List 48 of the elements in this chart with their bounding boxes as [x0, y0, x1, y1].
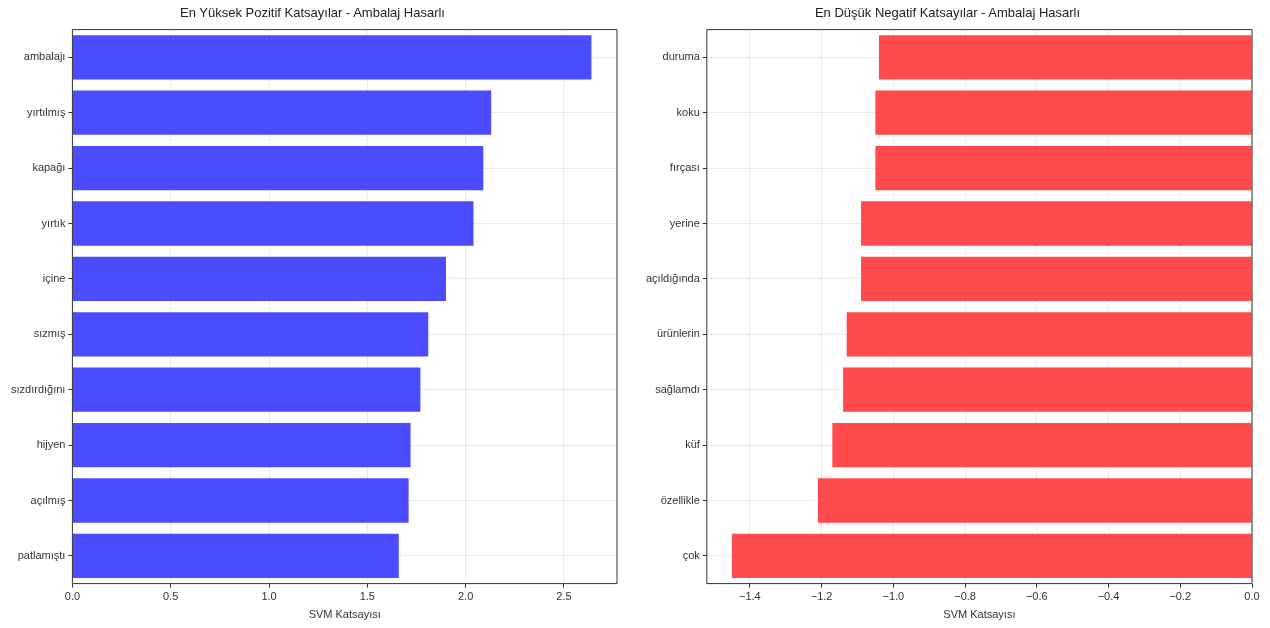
- x-tick-label: −0.4: [1097, 590, 1120, 603]
- y-tick-label: içine: [42, 271, 66, 284]
- bar: [72, 35, 592, 80]
- y-tick-label: ürünlerin: [657, 327, 700, 340]
- x-tick-label: −0.6: [1025, 590, 1048, 603]
- x-tick-label: 2.0: [457, 590, 474, 603]
- y-tick-label: sızmış: [33, 327, 66, 340]
- y-tick-label: hijyen: [36, 438, 66, 451]
- y-tick-label: yerine: [669, 216, 700, 229]
- x-axis-title: SVM Katsayısı: [943, 608, 1016, 621]
- bar: [72, 367, 421, 412]
- y-tick-label: ambalajı: [23, 50, 66, 63]
- x-tick-label: 0.0: [64, 590, 81, 603]
- y-tick-label: küf: [685, 438, 701, 451]
- x-tick-label: −1.2: [810, 590, 833, 603]
- bar: [72, 201, 474, 246]
- y-tick-label: sızdırdığını: [10, 382, 66, 395]
- bar: [72, 312, 429, 357]
- y-tick-label: fırçası: [669, 161, 700, 174]
- bar: [72, 90, 492, 135]
- y-tick-label: patlamıştı: [17, 548, 66, 561]
- bar: [72, 533, 399, 579]
- x-tick-label: −1.4: [739, 590, 761, 603]
- chart-title: En Yüksek Pozitif Katsayılar - Ambalaj Hasarlı: [180, 5, 445, 21]
- bar: [72, 422, 411, 468]
- y-tick-label: çok: [682, 548, 701, 561]
- y-tick-label: duruma: [662, 50, 701, 63]
- y-tick-label: yırtık: [41, 216, 66, 229]
- x-tick-label: 2.5: [556, 590, 572, 603]
- x-tick-label: 0.0: [1244, 590, 1260, 603]
- bar: [72, 478, 409, 523]
- x-tick-label: −1.0: [882, 590, 905, 603]
- bar: [72, 145, 484, 191]
- y-tick-label: yırtılmış: [26, 105, 66, 118]
- bar: [72, 256, 446, 302]
- y-tick-label: sağlamdı: [655, 382, 700, 395]
- y-tick-label: özellikle: [660, 493, 700, 506]
- y-tick-label: kapağı: [32, 161, 66, 174]
- x-tick-label: 1.5: [359, 590, 375, 603]
- y-tick-label: açıldığında: [645, 271, 701, 284]
- x-axis-title: SVM Katsayısı: [308, 608, 381, 621]
- x-tick-label: 0.5: [163, 590, 179, 603]
- x-tick-label: −0.2: [1169, 590, 1192, 603]
- x-tick-label: 1.0: [261, 590, 277, 603]
- chart-title: En Düşük Negatif Katsayılar - Ambalaj Hasarlı: [814, 5, 1081, 21]
- y-tick-label: koku: [676, 105, 700, 118]
- y-tick-label: açılmış: [30, 493, 66, 506]
- x-tick-label: −0.8: [954, 590, 976, 603]
